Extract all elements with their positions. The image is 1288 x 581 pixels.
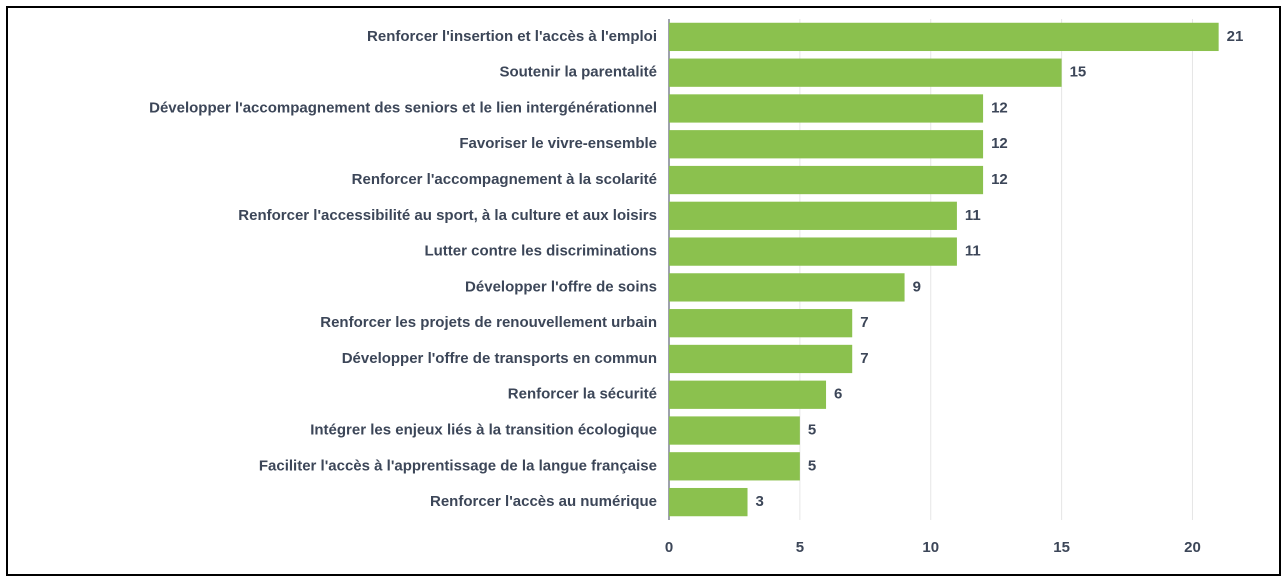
- bar: [669, 130, 984, 159]
- data-label: 12: [991, 171, 1008, 188]
- frame: [6, 6, 1281, 576]
- y-tick-label: Développer l'accompagnement des seniors …: [149, 99, 657, 116]
- bar: [669, 452, 800, 481]
- bar: [669, 416, 800, 445]
- bar: [669, 309, 853, 338]
- x-tick-label: 20: [1184, 539, 1201, 556]
- bar: [669, 94, 984, 123]
- data-label: 7: [860, 314, 868, 331]
- bar: [669, 58, 1062, 87]
- bar: [669, 380, 827, 409]
- data-label: 21: [1227, 28, 1244, 45]
- x-tick-label: 5: [796, 539, 804, 556]
- data-label: 15: [1070, 64, 1087, 81]
- data-label: 11: [965, 207, 981, 224]
- bar: [669, 165, 984, 195]
- data-label: 12: [991, 99, 1008, 116]
- y-tick-label: Renforcer l'insertion et l'accès à l'emp…: [367, 28, 657, 45]
- y-tick-label: Favoriser le vivre-ensemble: [459, 135, 657, 152]
- data-label: 12: [991, 135, 1008, 152]
- x-tick-label: 0: [665, 539, 673, 556]
- y-tick-label: Renforcer l'accès au numérique: [430, 493, 657, 510]
- bar: [669, 237, 957, 266]
- y-tick-label: Renforcer l'accompagnement à la scolarit…: [352, 171, 657, 188]
- bar: [669, 487, 748, 517]
- data-label: 5: [808, 422, 816, 439]
- y-tick-label: Développer l'offre de soins: [465, 278, 657, 295]
- y-tick-label: Intégrer les enjeux liés à la transition…: [310, 422, 657, 439]
- bar: [669, 344, 853, 374]
- y-tick-label: Développer l'offre de transports en comm…: [342, 350, 657, 367]
- bar: [669, 273, 905, 302]
- y-tick-label: Renforcer l'accessibilité au sport, à la…: [238, 207, 657, 224]
- bar: [669, 22, 1219, 52]
- y-tick-label: Renforcer la sécurité: [508, 386, 657, 403]
- data-label: 11: [965, 243, 981, 260]
- data-label: 5: [808, 457, 816, 474]
- y-tick-label: Faciliter l'accès à l'apprentissage de l…: [259, 457, 657, 474]
- x-tick-label: 15: [1053, 539, 1070, 556]
- data-label: 9: [913, 278, 921, 295]
- data-label: 3: [756, 493, 764, 510]
- x-tick-label: 10: [922, 539, 939, 556]
- y-tick-label: Soutenir la parentalité: [499, 64, 657, 81]
- bar: [669, 201, 957, 230]
- y-tick-label: Lutter contre les discriminations: [424, 243, 657, 260]
- y-tick-label: Renforcer les projets de renouvellement …: [320, 314, 657, 331]
- data-label: 7: [860, 350, 868, 367]
- data-label: 6: [834, 386, 842, 403]
